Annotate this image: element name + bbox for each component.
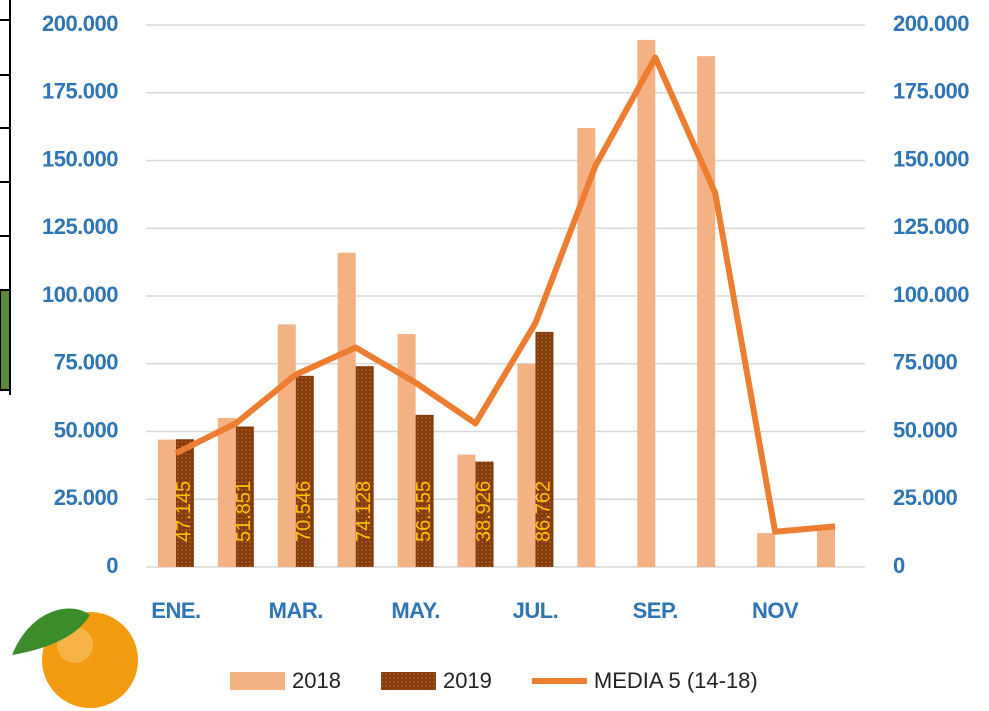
bar <box>475 461 494 567</box>
y2-tick-label: 25.000 <box>893 485 958 510</box>
x-tick-label: JUL. <box>513 598 559 623</box>
y-tick-label: 100.000 <box>42 282 118 307</box>
line <box>174 54 836 535</box>
x-tick-label: ENE. <box>151 598 200 623</box>
bar <box>397 333 416 567</box>
x-tick-label: NOV <box>752 598 799 623</box>
data-label: 47.145 <box>173 481 195 542</box>
x-tick-label: SEP. <box>633 598 678 623</box>
bar <box>355 366 374 567</box>
table-edge <box>0 0 11 395</box>
bar <box>175 439 194 567</box>
orange-icon <box>12 608 138 708</box>
data-label: 51.851 <box>233 481 255 542</box>
x-tick-label: MAY. <box>391 598 440 623</box>
bar <box>817 529 836 567</box>
y2-tick-label: 125.000 <box>893 214 969 239</box>
legend-swatch <box>230 672 285 690</box>
y-tick-label: 125.000 <box>42 214 118 239</box>
data-label: 38.926 <box>473 481 495 542</box>
y2-tick-label: 0 <box>893 553 905 578</box>
y2-tick-label: 75.000 <box>893 350 958 375</box>
x-tick-label: MAR. <box>269 598 323 623</box>
y-tick-label: 175.000 <box>42 79 118 104</box>
data-label: 70.546 <box>293 481 315 542</box>
bar <box>757 533 776 567</box>
y2-tick-label: 100.000 <box>893 282 969 307</box>
bar <box>235 426 254 567</box>
data-label: 74.128 <box>353 481 375 542</box>
y-tick-label: 75.000 <box>54 350 119 375</box>
legend-label: 2019 <box>443 668 492 693</box>
legend-label: MEDIA 5 (14-18) <box>594 668 758 693</box>
y2-tick-label: 200.000 <box>893 11 969 36</box>
bar <box>517 363 536 567</box>
bar <box>697 56 716 567</box>
y2-tick-label: 150.000 <box>893 146 969 171</box>
y-tick-label: 150.000 <box>42 146 118 171</box>
bar <box>157 439 176 567</box>
bar <box>217 417 236 567</box>
bar <box>457 454 476 567</box>
bar <box>535 331 554 567</box>
bar <box>295 375 314 567</box>
y-tick-label: 200.000 <box>42 11 118 36</box>
bar <box>637 39 656 567</box>
y2-tick-label: 50.000 <box>893 417 958 442</box>
data-label: 56.155 <box>413 481 435 542</box>
y2-tick-label: 175.000 <box>893 79 969 104</box>
y-tick-label: 50.000 <box>54 417 119 442</box>
bar <box>415 414 434 567</box>
y-tick-label: 25.000 <box>54 485 119 510</box>
legend-swatch <box>380 672 436 690</box>
y-tick-label: 0 <box>106 553 118 578</box>
bar <box>577 127 596 567</box>
data-label: 86.762 <box>533 481 555 542</box>
bar <box>337 252 356 567</box>
legend-label: 2018 <box>292 668 341 693</box>
